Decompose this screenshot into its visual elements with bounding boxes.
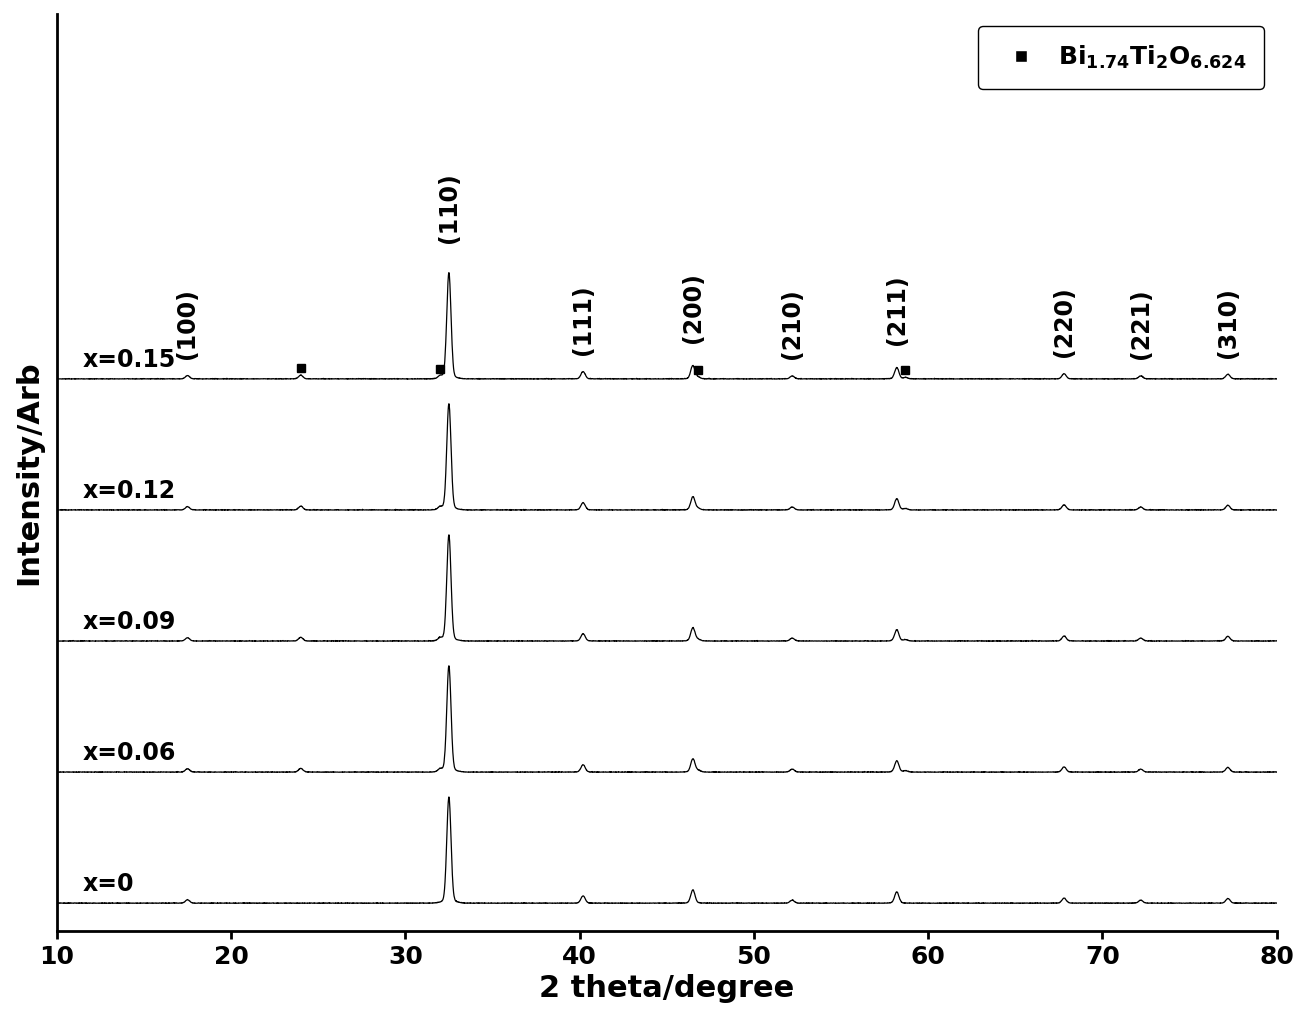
Y-axis label: Intensity/Arb: Intensity/Arb — [14, 360, 43, 585]
Text: x=0.15: x=0.15 — [82, 348, 177, 371]
Text: (210): (210) — [780, 289, 804, 359]
Text: x=0.06: x=0.06 — [82, 740, 177, 765]
Text: x=0: x=0 — [82, 872, 135, 896]
Text: x=0.09: x=0.09 — [82, 609, 177, 634]
Text: (221): (221) — [1129, 289, 1152, 359]
Text: (211): (211) — [884, 274, 909, 345]
Text: (200): (200) — [681, 272, 705, 343]
Text: (110): (110) — [437, 173, 460, 243]
Legend: $\mathbf{Bi_{1.74}Ti_2O_{6.624}}$: $\mathbf{Bi_{1.74}Ti_2O_{6.624}}$ — [978, 26, 1264, 88]
Text: (100): (100) — [175, 288, 200, 359]
Text: x=0.12: x=0.12 — [82, 479, 177, 502]
X-axis label: 2 theta/degree: 2 theta/degree — [539, 974, 794, 1003]
Text: (220): (220) — [1052, 287, 1076, 357]
Text: (310): (310) — [1216, 287, 1240, 358]
Text: (111): (111) — [572, 285, 595, 355]
